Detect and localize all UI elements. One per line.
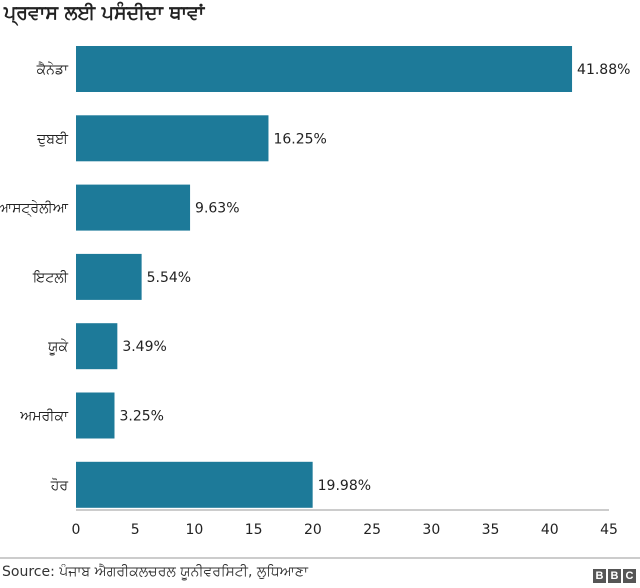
x-tick-label: 35: [482, 522, 500, 538]
value-label: 41.88%: [577, 62, 630, 78]
bbc-logo: B B C: [593, 569, 636, 583]
bar: [76, 392, 115, 439]
bars-layer: ਕੈਨੇਡਾ 41.88% ਦੁਬਈ 16.25% ਆਸਟ੍ਰੇਲੀਆ 9.63% ਇਟਲੀ…: [0, 46, 630, 508]
x-axis-ticks: 0 5 10 15 20 25 30 35 40 45: [0, 522, 640, 559]
category-label: ਦੁਬਈ: [36, 131, 69, 147]
category-label: ਯੂਕੇ: [47, 339, 68, 355]
bar: [76, 184, 191, 231]
x-tick-label: 0: [72, 522, 81, 538]
chart-title: ਪ੍ਰਵਾਸ ਲਈ ਪਸੰਦੀਦਾ ਥਾਵਾਂ: [4, 2, 205, 24]
x-tick-label: 10: [186, 522, 204, 538]
x-tick-label: 5: [131, 522, 140, 538]
x-tick-label: 45: [600, 522, 618, 538]
value-label: 3.25%: [119, 409, 163, 425]
category-label: ਅਮਰੀਕਾ: [19, 409, 69, 425]
x-tick-label: 30: [422, 522, 440, 538]
value-label: 19.98%: [318, 478, 371, 494]
category-label: ਆਸਟ੍ਰੇਲੀਆ: [0, 201, 69, 218]
value-label: 16.25%: [273, 131, 326, 147]
source-note: Source: ਪੰਜਾਬ ਐਗਰੀਕਲਚਰਲ ਯੂਨੀਵਰਸਿਟੀ, ਲੁਧਿ…: [2, 564, 309, 580]
value-label: 9.63%: [195, 201, 239, 217]
bbc-logo-letter: C: [623, 569, 636, 583]
x-tick-label: 15: [245, 522, 263, 538]
category-label: ਕੈਨੇਡਾ: [36, 61, 69, 78]
bbc-logo-letter: B: [593, 569, 606, 583]
bar: [76, 115, 269, 162]
bar: [76, 253, 142, 300]
value-label: 5.54%: [147, 270, 191, 286]
category-label: ਇਟਲੀ: [32, 270, 69, 286]
x-tick-label: 25: [363, 522, 381, 538]
category-label: ਹੋਰ: [50, 478, 69, 494]
x-tick-label: 40: [541, 522, 559, 538]
x-tick-label: 20: [304, 522, 322, 538]
bar: [76, 461, 313, 508]
value-label: 3.49%: [122, 339, 166, 355]
bar: [76, 46, 573, 92]
bar: [76, 323, 118, 370]
bbc-logo-letter: B: [608, 569, 621, 583]
